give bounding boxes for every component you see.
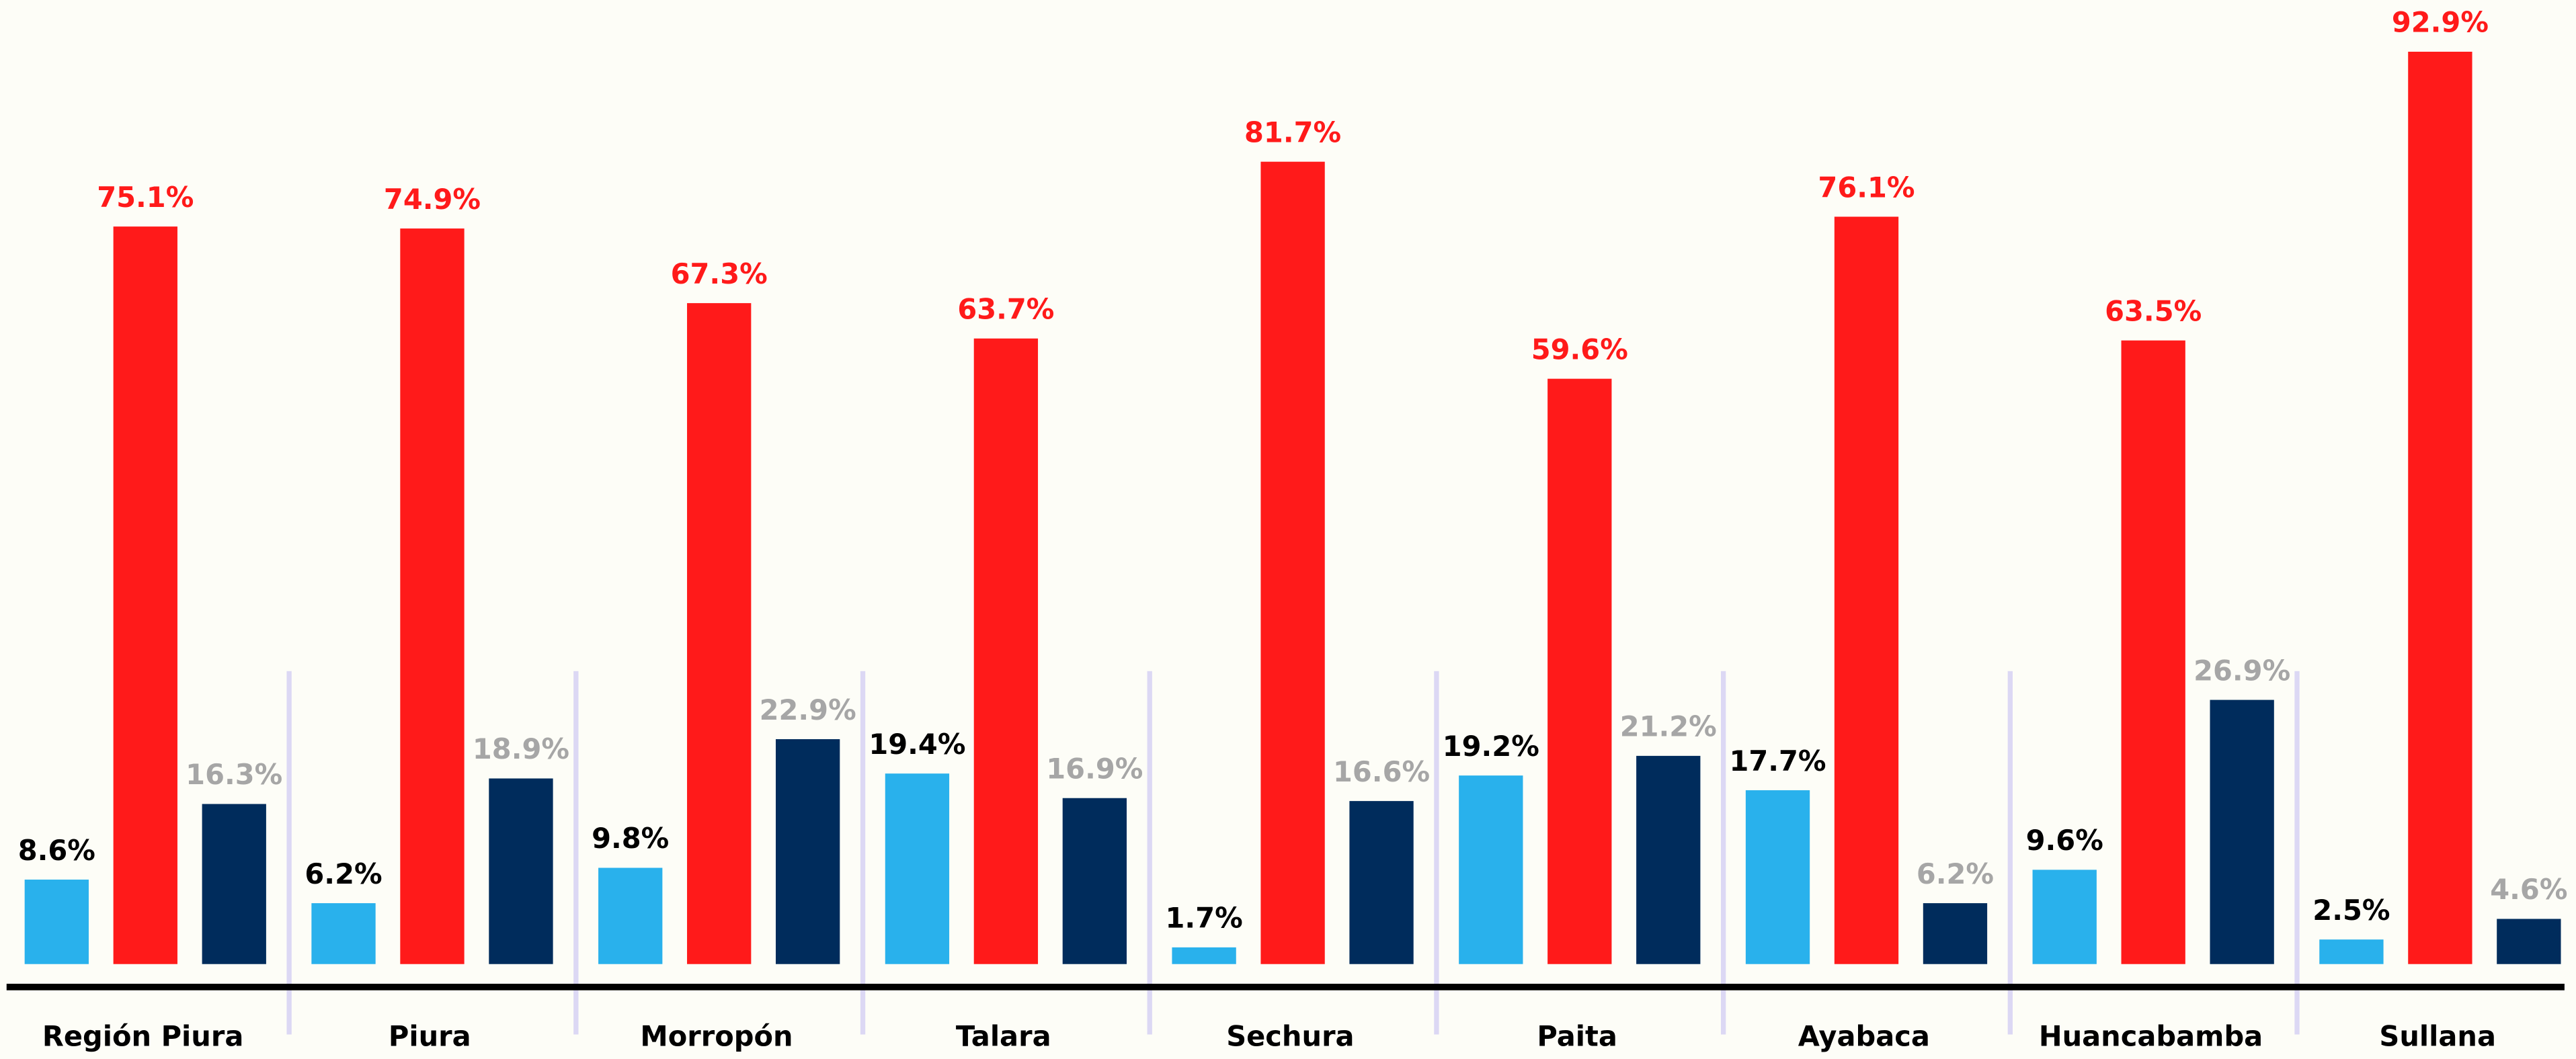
data-label: 21.2% xyxy=(1620,711,1717,743)
x-tick-label: Paita xyxy=(1537,1021,1617,1053)
data-label: 9.6% xyxy=(2026,824,2103,857)
data-label: 4.6% xyxy=(2490,874,2567,906)
data-label: 6.2% xyxy=(1917,858,1994,890)
x-tick-label: Piura xyxy=(389,1021,471,1053)
x-tick-label: Morropón xyxy=(640,1021,793,1053)
bar xyxy=(1636,755,1701,964)
bar xyxy=(598,867,663,964)
bar xyxy=(1547,378,1612,964)
data-label: 63.5% xyxy=(2105,295,2202,327)
x-tick-label: Ayabaca xyxy=(1798,1021,1930,1053)
bar xyxy=(687,303,752,964)
data-label: 16.6% xyxy=(1333,756,1430,788)
data-label: 63.7% xyxy=(957,294,1054,326)
data-label: 18.9% xyxy=(473,733,569,765)
x-tick-label: Huancabamba xyxy=(2039,1021,2263,1053)
bar xyxy=(1459,775,1523,964)
bar xyxy=(1062,798,1127,964)
data-label: 6.2% xyxy=(305,858,382,890)
bar xyxy=(1349,801,1414,964)
data-label: 1.7% xyxy=(1166,902,1243,935)
bar xyxy=(202,804,266,964)
data-label: 8.6% xyxy=(18,835,95,867)
x-tick-label: Sechura xyxy=(1226,1021,1354,1053)
data-label: 74.9% xyxy=(384,183,481,216)
bar xyxy=(2319,939,2384,964)
bar xyxy=(2210,700,2274,964)
data-label: 75.1% xyxy=(97,181,194,214)
bar xyxy=(2032,870,2097,964)
x-tick-label: Sullana xyxy=(2379,1021,2496,1053)
bar xyxy=(885,773,950,964)
bar xyxy=(113,226,177,964)
data-label: 59.6% xyxy=(1531,333,1628,366)
bar xyxy=(311,903,376,964)
data-label: 9.8% xyxy=(592,822,669,855)
data-label: 22.9% xyxy=(760,694,856,726)
bar xyxy=(2497,919,2561,964)
x-tick-label: Talara xyxy=(956,1021,1051,1053)
bar xyxy=(400,228,465,964)
bar xyxy=(1923,903,1988,964)
data-label: 26.9% xyxy=(2193,654,2290,687)
bar xyxy=(1745,790,1810,964)
bar xyxy=(1834,216,1899,964)
bar xyxy=(1260,161,1325,964)
data-label: 16.3% xyxy=(186,759,282,791)
bar xyxy=(1172,947,1236,964)
data-label: 67.3% xyxy=(671,258,768,290)
data-label: 16.9% xyxy=(1046,753,1143,786)
bar xyxy=(24,880,89,964)
data-label: 81.7% xyxy=(1244,116,1341,149)
data-label: 92.9% xyxy=(2392,7,2489,39)
data-label: 17.7% xyxy=(1729,745,1826,777)
bar xyxy=(775,739,840,964)
data-label: 19.4% xyxy=(869,728,965,761)
bar xyxy=(2121,340,2185,964)
bar xyxy=(489,778,553,964)
x-tick-label: Región Piura xyxy=(42,1021,243,1053)
bar xyxy=(2408,51,2472,964)
bar xyxy=(973,338,1039,964)
data-label: 19.2% xyxy=(1443,730,1539,763)
data-label: 76.1% xyxy=(1818,171,1915,204)
data-label: 2.5% xyxy=(2312,894,2390,927)
